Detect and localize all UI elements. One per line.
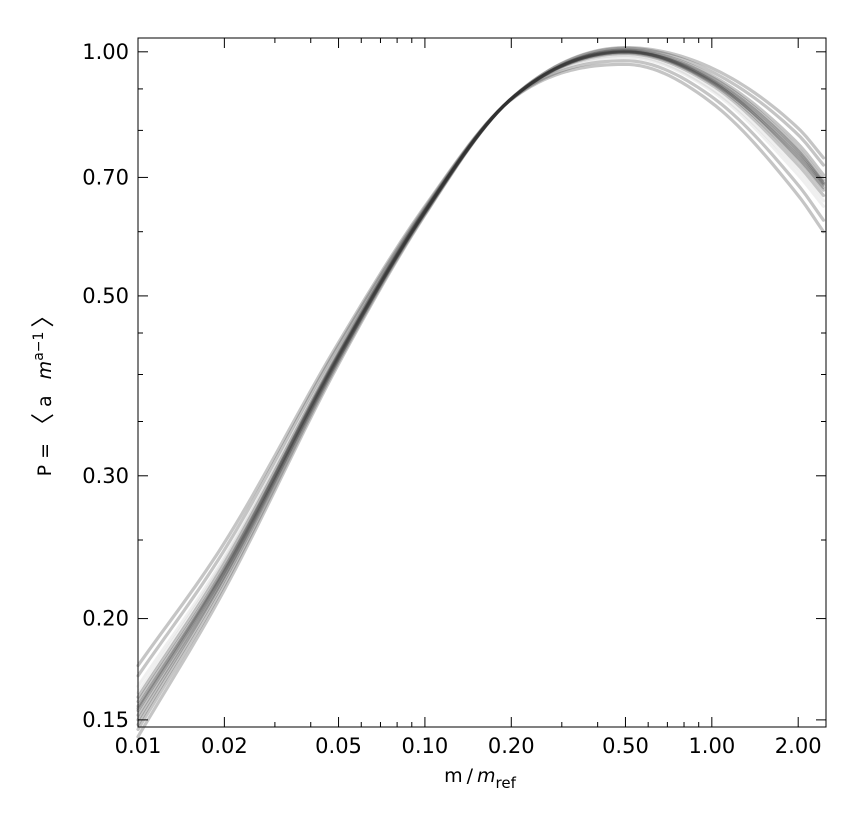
y-tick-label: 0.20 (82, 607, 129, 631)
x-tick-label: 1.00 (688, 734, 735, 758)
y-axis-label-a: a (34, 395, 56, 407)
x-axis-label-mref: m (477, 765, 496, 787)
y-axis-label-p: P = (34, 437, 56, 476)
plot-frame (137, 37, 827, 728)
x-tick-label: 0.02 (201, 734, 248, 758)
x-tick-label: 2.00 (775, 734, 822, 758)
x-tick-label: 0.10 (402, 734, 449, 758)
series-curve-12 (136, 62, 826, 668)
y-tick-label: 0.50 (82, 284, 129, 308)
x-tick-label: 0.05 (315, 734, 362, 758)
y-axis-label-open-bracket: 〈 (29, 413, 57, 437)
series-curve-4 (136, 48, 826, 717)
y-tick-label: 0.70 (82, 165, 129, 189)
x-tick-labels: 0.01 0.02 0.05 0.10 0.20 0.50 1.00 2.00 (115, 734, 822, 758)
series-curve-2 (136, 50, 826, 727)
axis-ticks (137, 38, 826, 727)
y-axis-label-close-bracket: 〉 (29, 304, 57, 328)
x-tick-label: 0.20 (488, 734, 535, 758)
x-axis-label-m: m (444, 765, 463, 787)
series-curve-10 (136, 53, 826, 695)
series-curve-13 (136, 50, 826, 708)
series-curve-11 (136, 46, 826, 739)
y-axis-label-m: m (34, 361, 56, 380)
series-curve-7 (136, 59, 826, 678)
y-axis-label-superscript: a−1 (31, 332, 47, 361)
x-axis-label-subscript: ref (496, 774, 517, 792)
series-curve-8 (136, 50, 826, 704)
y-axis-label: P = 〈 a ma−1 〉 (29, 304, 57, 477)
y-tick-labels: 0.15 0.20 0.30 0.50 0.70 1.00 (82, 40, 129, 732)
series-curve-6 (136, 46, 826, 731)
y-tick-label: 0.15 (82, 708, 129, 732)
curve-ensemble (136, 46, 826, 739)
series-curve-1 (136, 50, 826, 710)
x-tick-label: 0.50 (602, 734, 649, 758)
y-tick-label: 0.30 (82, 464, 129, 488)
x-axis-label: m / mref (444, 765, 517, 792)
series-curve-5 (136, 55, 826, 688)
series-curve-9 (136, 49, 826, 722)
x-tick-label: 0.01 (115, 734, 162, 758)
y-tick-label: 1.00 (82, 40, 129, 64)
x-axis-label-slash: / (467, 765, 474, 787)
series-curve-3 (136, 51, 826, 699)
series-curve-14 (136, 49, 826, 713)
